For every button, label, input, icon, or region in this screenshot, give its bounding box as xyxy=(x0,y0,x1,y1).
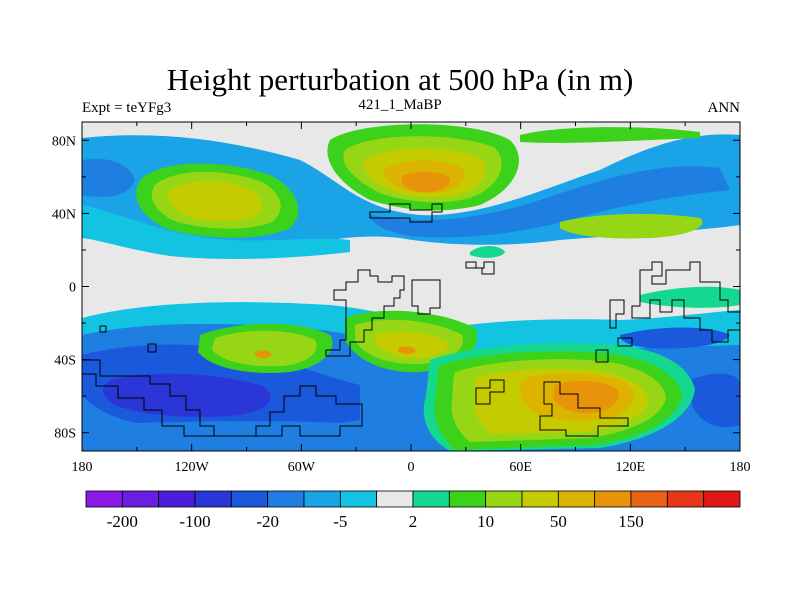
coastline-asia xyxy=(465,261,740,347)
contour-africa-high-gold xyxy=(375,331,449,358)
contour-pacific-green-top xyxy=(520,127,700,143)
colorbar-swatch xyxy=(194,490,232,508)
contour-sh-east-blue-top xyxy=(620,327,730,349)
colorbar-swatch xyxy=(121,490,160,508)
contour-sh-east-blue xyxy=(690,373,740,428)
x-tick-label: 60W xyxy=(288,460,316,475)
contour-eu-high-core xyxy=(402,171,451,193)
colorbar-swatch xyxy=(376,490,414,508)
colorbar-label: -20 xyxy=(256,512,279,531)
coastline-australia xyxy=(475,349,629,437)
colorbar-swatch xyxy=(557,490,596,508)
case-label: 421_1_MaBP xyxy=(358,97,442,113)
colorbar-swatch xyxy=(703,490,741,508)
colorbar-swatch xyxy=(448,490,487,508)
colorbar-swatch xyxy=(85,490,123,508)
colorbar-label: -100 xyxy=(179,512,210,531)
contour-tropical-cyan-east xyxy=(640,286,740,308)
map-plot xyxy=(81,121,741,452)
contour-sh-dark-blue-core xyxy=(103,373,271,417)
colorbar-label: -200 xyxy=(107,512,138,531)
contour-ne-pacific-high xyxy=(560,213,703,239)
y-tick-label: 40S xyxy=(54,354,76,369)
colorbar-swatch xyxy=(267,490,305,508)
chart-title: Height perturbation at 500 hPa (in m) xyxy=(166,62,634,97)
colorbar-label: 150 xyxy=(618,512,644,531)
colorbar-swatch xyxy=(485,490,523,508)
colorbar-swatch xyxy=(158,490,196,508)
x-tick-label: 120E xyxy=(616,460,646,475)
colorbar-swatch xyxy=(303,490,341,508)
colorbar-swatch xyxy=(521,490,559,508)
y-tick-label: 0 xyxy=(69,281,76,296)
coastline-small-west xyxy=(99,325,107,333)
contour-small-speck-2 xyxy=(398,346,416,354)
contour-na-high-gold xyxy=(167,181,262,222)
y-tick-label: 80S xyxy=(54,427,76,442)
y-tick-label: 80N xyxy=(52,134,76,149)
colorbar-swatch xyxy=(339,490,378,508)
contour-nh-dark-blue xyxy=(370,166,730,238)
x-tick-label: 180 xyxy=(72,460,93,475)
x-axis: 180 120W 60W 0 60E 120E 180 xyxy=(72,122,751,475)
colorbar-swatch xyxy=(630,490,668,508)
contour-io-high-core xyxy=(553,380,619,414)
experiment-label: Expt = teYFg3 xyxy=(82,100,172,116)
contour-nh-blue-west xyxy=(82,158,135,197)
contour-tropical-green-blob xyxy=(470,246,505,258)
x-tick-label: 120W xyxy=(175,460,210,475)
season-label: ANN xyxy=(707,100,741,116)
x-tick-label: 60E xyxy=(509,460,532,475)
contour-nh-cyan xyxy=(82,205,350,259)
y-axis: 80N 40N 0 40S 80S xyxy=(52,134,740,442)
colorbar-swatch xyxy=(594,490,632,508)
coastline-africa-europe xyxy=(325,203,443,357)
colorbar: -200 -100 -20 -5 2 10 50 150 xyxy=(85,490,741,531)
colorbar-label: 50 xyxy=(550,512,567,531)
colorbar-swatch xyxy=(666,490,705,508)
contour-small-speck xyxy=(255,350,272,358)
colorbar-label: 2 xyxy=(409,512,418,531)
x-tick-label: 180 xyxy=(730,460,751,475)
x-tick-label: 0 xyxy=(408,460,415,475)
contour-atlantic-high-lime xyxy=(212,330,317,367)
coastline-south-america xyxy=(82,343,363,437)
colorbar-label: -5 xyxy=(333,512,347,531)
colorbar-swatch xyxy=(230,490,269,508)
y-tick-label: 40N xyxy=(52,207,76,222)
colorbar-label: 10 xyxy=(477,512,494,531)
colorbar-swatch xyxy=(412,490,450,508)
